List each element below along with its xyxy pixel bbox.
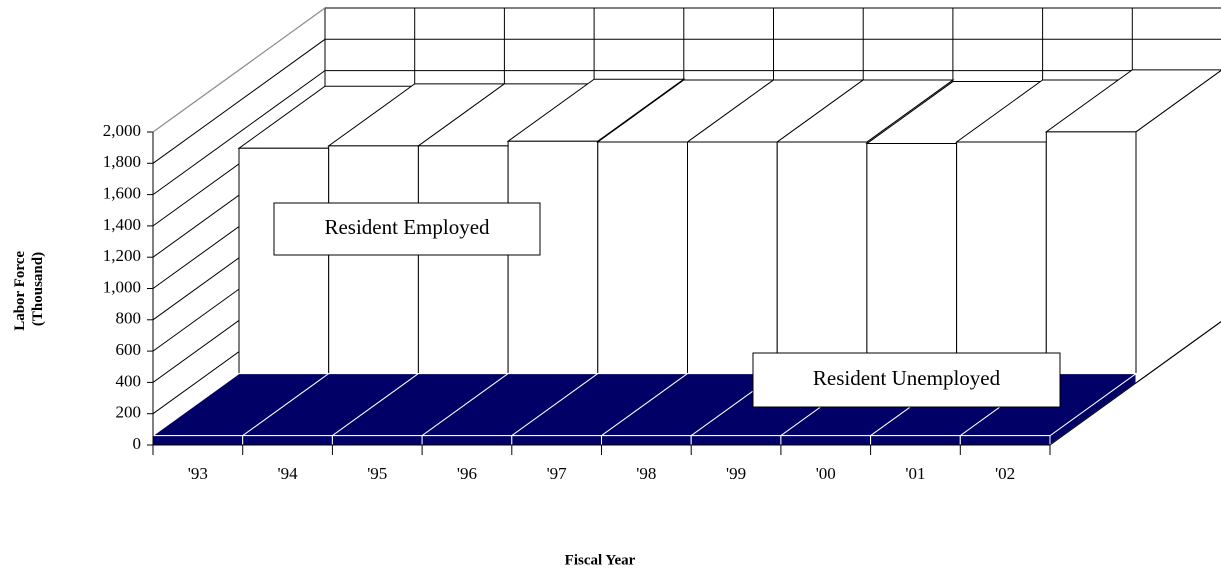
bar bbox=[417, 145, 509, 384]
bar bbox=[776, 141, 868, 384]
bar bbox=[1045, 131, 1137, 384]
bar bbox=[870, 435, 961, 446]
y-tick-label: 1,200 bbox=[103, 246, 141, 265]
floor-edge bbox=[1049, 320, 1221, 446]
x-tick-label: '02 bbox=[995, 464, 1015, 483]
y-tick-label: 1,000 bbox=[103, 277, 141, 296]
x-tick-label: '97 bbox=[547, 464, 568, 483]
bar bbox=[421, 435, 513, 446]
series-label: Resident Unemployed bbox=[813, 366, 1001, 390]
bar bbox=[601, 435, 692, 446]
x-tick-label: '94 bbox=[278, 464, 299, 483]
bar bbox=[866, 143, 958, 384]
bar bbox=[152, 435, 244, 446]
series-label-box bbox=[752, 352, 1061, 408]
x-tick-label: '93 bbox=[188, 464, 208, 483]
wall-edge bbox=[152, 7, 326, 133]
y-tick-label: 600 bbox=[116, 340, 142, 359]
series-label-box bbox=[273, 202, 541, 256]
y-axis-title: Labor Force (Thousand) bbox=[12, 247, 46, 331]
y-tick-label: 1,400 bbox=[103, 215, 141, 234]
bar bbox=[238, 147, 330, 384]
x-axis-title: Fiscal Year bbox=[565, 552, 636, 568]
bar bbox=[507, 140, 599, 384]
bar bbox=[328, 145, 419, 384]
y-tick-label: 800 bbox=[116, 309, 142, 328]
x-tick-label: '99 bbox=[726, 464, 746, 483]
series-label: Resident Employed bbox=[324, 215, 490, 239]
bar bbox=[242, 435, 333, 446]
y-tick-label: 1,800 bbox=[103, 152, 141, 171]
x-tick-label: '96 bbox=[457, 464, 477, 483]
bar bbox=[959, 435, 1051, 446]
x-tick-label: '98 bbox=[636, 464, 656, 483]
bar bbox=[956, 141, 1047, 384]
y-tick-label: 200 bbox=[116, 403, 142, 422]
y-tick-label: 0 bbox=[133, 434, 142, 453]
bar bbox=[690, 435, 782, 446]
bar bbox=[780, 435, 872, 446]
y-tick-label: 400 bbox=[116, 371, 142, 390]
bar bbox=[687, 141, 778, 384]
bar bbox=[331, 435, 423, 446]
x-tick-label: '01 bbox=[905, 464, 925, 483]
y-tick-label: 2,000 bbox=[103, 121, 141, 140]
bar bbox=[597, 141, 688, 384]
y-axis-title-line: Labor Force bbox=[12, 251, 28, 331]
bar bbox=[511, 435, 602, 446]
y-tick-label: 1,600 bbox=[103, 184, 141, 203]
x-tick-label: '00 bbox=[816, 464, 836, 483]
x-tick-label: '95 bbox=[367, 464, 387, 483]
y-axis-title-line: (Thousand) bbox=[30, 252, 46, 326]
